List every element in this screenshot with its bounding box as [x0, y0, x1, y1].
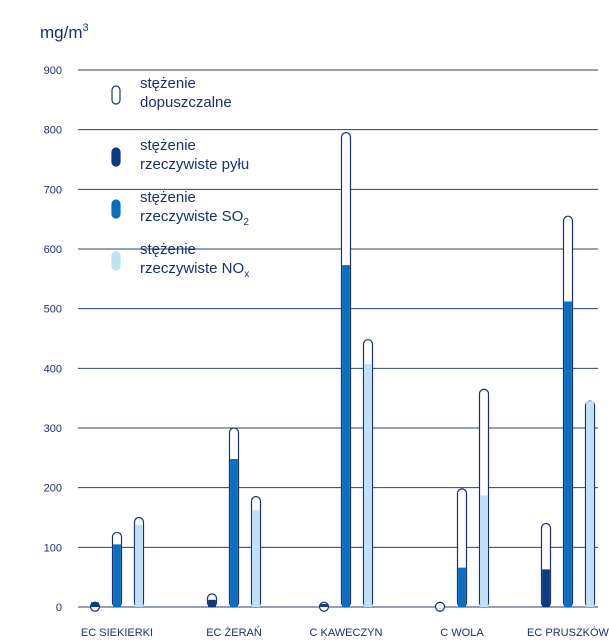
bar-actual-so2	[564, 301, 572, 607]
legend-item-pyl: stężenie rzeczywiste pyłu	[111, 137, 249, 173]
category-label: EC PRUSZKÓW	[527, 626, 609, 639]
bar-actual-so2	[342, 265, 350, 607]
y-tick-label: 600	[44, 244, 62, 256]
bar-actual-so2	[458, 567, 466, 607]
legend-swatch	[111, 147, 121, 167]
bars	[89, 132, 596, 612]
legend-item-so2: stężenie rzeczywiste SO2	[111, 189, 249, 228]
legend-item-nox: stężenie rzeczywiste NOx	[111, 241, 249, 280]
legend-label-line1: stężenie	[140, 75, 196, 92]
category-label: EC ŻERAŃ	[206, 626, 262, 639]
bar-actual-nox	[364, 364, 372, 607]
bar-actual-nox	[135, 524, 143, 607]
legend-swatch	[111, 85, 121, 105]
legend-item-allowed: stężenie dopuszczalne	[111, 75, 232, 111]
bar-actual-so2	[230, 459, 238, 607]
legend-swatch	[111, 251, 121, 271]
bar-actual-nox	[586, 401, 594, 607]
bar-actual-nox	[252, 510, 260, 607]
legend-label-line2: rzeczywiste SO2	[140, 208, 249, 228]
bar-actual-pyl	[542, 569, 550, 607]
y-tick-label: 700	[44, 184, 62, 196]
category-labels: EC SIEKIERKI EC ŻERAŃ C KAWECZYN C WOLA EC P…	[81, 626, 609, 639]
y-axis-ticks: 0 100 200 300 400 500 600 700 800 900	[44, 65, 62, 614]
y-tick-label: 500	[44, 304, 62, 316]
y-tick-label: 800	[44, 125, 62, 137]
category-label: EC SIEKIERKI	[81, 627, 153, 639]
legend-label-line1: stężenie	[140, 241, 196, 258]
gridlines	[78, 69, 598, 608]
legend-label-line2: rzeczywiste NOx	[140, 260, 249, 280]
y-tick-label: 100	[44, 542, 62, 554]
legend-label-line1: stężenie	[140, 137, 196, 154]
legend-label-line2: dopuszczalne	[140, 94, 232, 111]
legend-label-line1: stężenie	[140, 189, 196, 206]
y-tick-label: 300	[44, 423, 62, 435]
y-tick-label: 200	[44, 483, 62, 495]
category-label: C WOLA	[440, 627, 484, 639]
legend-swatch	[111, 199, 121, 219]
y-tick-label: 400	[44, 363, 62, 375]
legend-label-line2: rzeczywiste pyłu	[140, 156, 249, 173]
bar-actual-pyl	[208, 599, 216, 607]
bar-actual-so2	[113, 544, 121, 607]
bar-actual-pyl	[91, 602, 99, 607]
category-label: C KAWECZYN	[310, 627, 383, 639]
y-tick-label: 0	[56, 602, 62, 614]
bar-allowed-pyl	[434, 601, 446, 612]
y-axis-unit-label: mg/m3	[40, 22, 89, 42]
y-tick-label: 900	[44, 65, 62, 77]
bar-actual-nox	[480, 495, 488, 607]
legend: stężenie dopuszczalne stężenie rzeczywiste …	[111, 75, 249, 280]
bar-actual-pyl	[320, 604, 328, 608]
